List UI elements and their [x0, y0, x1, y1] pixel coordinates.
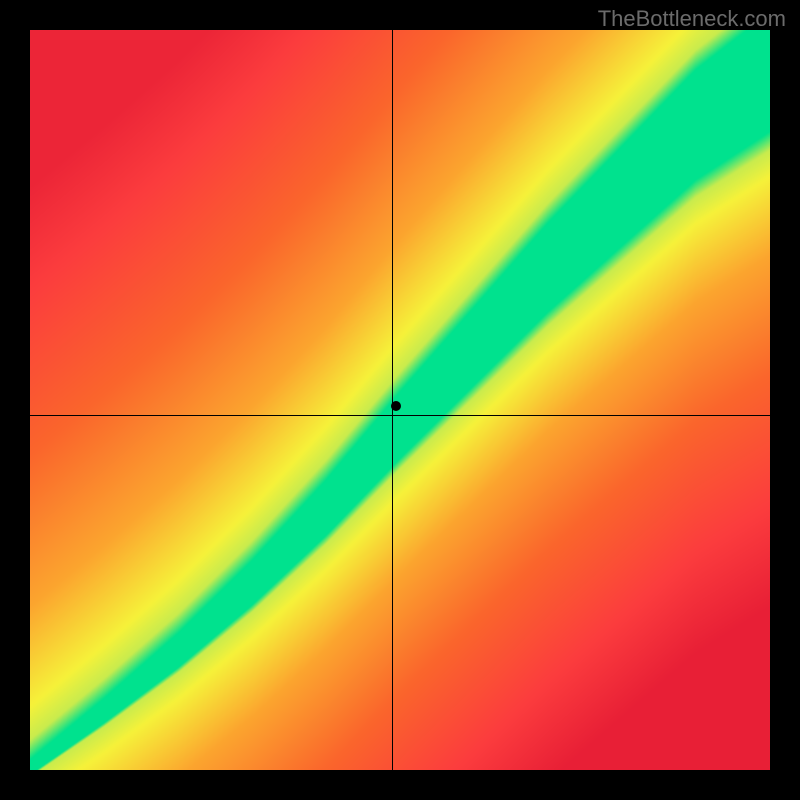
crosshair-vertical: [392, 30, 393, 770]
heatmap-plot: [30, 30, 770, 770]
crosshair-horizontal: [30, 415, 770, 416]
watermark-text: TheBottleneck.com: [598, 6, 786, 32]
data-point-marker: [391, 401, 401, 411]
heatmap-canvas: [30, 30, 770, 770]
